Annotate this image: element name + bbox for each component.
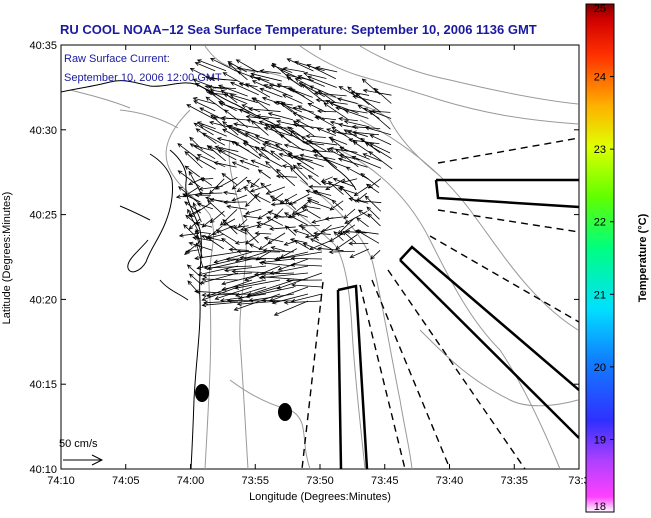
coastline [61, 80, 357, 469]
colorbar-ticks: 25 24 23 22 21 20 19 18 [594, 3, 614, 513]
y-tick-label: 40:35 [29, 40, 57, 52]
map-title: RU COOL NOAA−12 Sea Surface Temperature:… [60, 22, 537, 37]
colorbar-label: Temperature (°C) [637, 213, 649, 302]
coverage-boxes [336, 178, 579, 469]
plot-frame [60, 44, 580, 470]
current-legend-line2: September 10, 2006 12:00 GMT [64, 72, 222, 84]
colorbar-tick-label: 25 [594, 3, 606, 15]
x-tick-label: 73:3 [568, 475, 589, 487]
scale-arrow-icon [63, 454, 104, 466]
y-axis-ticks: 40:35 40:30 40:25 40:20 40:15 40:10 [29, 40, 579, 476]
x-axis-ticks: 74:10 74:05 74:00 73:55 73:50 73:45 73:40 73:35… [47, 45, 590, 487]
x-tick-label: 73:40 [436, 475, 464, 487]
colorbar-tick-label: 19 [594, 434, 606, 446]
current-legend-line1: Raw Surface Current: [64, 53, 170, 65]
buoy-marker-2 [278, 403, 292, 421]
y-tick-label: 40:15 [29, 379, 57, 391]
x-tick-label: 74:05 [112, 475, 140, 487]
x-tick-label: 74:00 [177, 475, 205, 487]
x-tick-label: 74:10 [47, 475, 75, 487]
scale-arrow-label: 50 cm/s [59, 438, 98, 450]
colorbar-tick-label: 22 [594, 217, 606, 229]
colorbar [585, 3, 615, 513]
y-tick-label: 40:30 [29, 125, 57, 137]
y-tick-label: 40:10 [29, 464, 57, 476]
x-tick-label: 73:50 [306, 475, 334, 487]
x-axis-label: Longitude (Degrees:Minutes) [249, 491, 391, 503]
colorbar-tick-label: 20 [594, 362, 606, 374]
colorbar-tick-label: 18 [594, 501, 606, 513]
x-tick-label: 73:45 [371, 475, 399, 487]
y-axis-label: Latitude (Degrees:Minutes) [1, 192, 13, 325]
x-tick-label: 73:55 [241, 475, 269, 487]
y-tick-label: 40:25 [29, 210, 57, 222]
buoy-marker-1 [195, 384, 209, 402]
current-vectors [175, 58, 393, 316]
coverage-dashed-lines [301, 137, 579, 469]
y-tick-label: 40:20 [29, 294, 57, 306]
colorbar-tick-label: 23 [594, 144, 606, 156]
x-tick-label: 73:35 [500, 475, 528, 487]
colorbar-tick-label: 21 [594, 289, 606, 301]
colorbar-tick-label: 24 [594, 72, 606, 84]
